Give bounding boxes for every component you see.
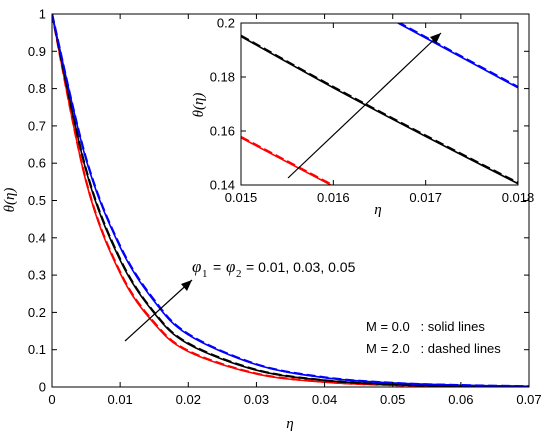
inset-curves <box>241 23 518 185</box>
main-y-tick-label: 0.4 <box>28 230 46 245</box>
inset-y-axis: 0.14 0.16 0.18 0.2 <box>210 16 518 193</box>
inset-series-3 <box>241 34 518 184</box>
inset-x-axis: 0.015 0.016 0.017 0.018 <box>225 23 535 205</box>
main-x-tick-label: 0 <box>48 392 55 407</box>
phi-values: = 0.01, 0.03, 0.05 <box>246 259 356 275</box>
inset-x-tick-label: 0.017 <box>409 190 442 205</box>
inset-x-axis-label: η <box>374 202 381 218</box>
phi-1-subscript: 1 <box>202 268 208 280</box>
main-y-tick-label: 0.1 <box>28 342 46 357</box>
inset-y-tick-label: 0.2 <box>217 16 235 31</box>
inset-series-5 <box>397 23 518 88</box>
main-y-tick-label: 0.6 <box>28 156 46 171</box>
phi-2-symbol: φ <box>226 257 235 276</box>
main-y-tick-label: 1 <box>39 7 46 22</box>
inset-y-tick-label: 0.16 <box>210 124 235 139</box>
inset-y-axis-label: θ(η) <box>191 93 207 118</box>
phi-annotation: φ 1 = φ 2 = 0.01, 0.03, 0.05 <box>192 257 356 280</box>
inset-series-1 <box>241 135 334 185</box>
inset-trend-arrow-line <box>287 32 442 179</box>
trend-arrow-line <box>124 279 193 342</box>
main-x-tick-label: 0.05 <box>380 392 405 407</box>
main-y-axis: 0 0.1 0.2 0.3 0.4 0.5 0.6 0.7 0.8 0.9 1 <box>28 7 529 395</box>
inset-plot: 0.015 0.016 0.017 0.018 0.14 0.16 0.18 0.2 η θ… <box>191 16 534 219</box>
main-y-tick-label: 0.5 <box>28 193 46 208</box>
main-x-tick-label: 0.03 <box>244 392 269 407</box>
inset-x-tick-label: 0.015 <box>225 190 258 205</box>
main-y-tick-label: 0.8 <box>28 81 46 96</box>
main-y-tick-label: 0.9 <box>28 44 46 59</box>
main-y-tick-label: 0.2 <box>28 305 46 320</box>
phi-1-symbol: φ <box>192 257 201 276</box>
inset-y-tick-label: 0.14 <box>210 178 235 193</box>
main-x-tick-label: 0.04 <box>312 392 337 407</box>
main-series-5 <box>52 14 529 387</box>
legend-dashed-lines: M = 2.0 : dashed lines <box>366 341 501 356</box>
main-y-tick-label: 0.3 <box>28 268 46 283</box>
phi-equals: = <box>213 259 221 275</box>
trend-arrow-head <box>181 280 192 291</box>
main-x-axis-label: η <box>286 416 293 432</box>
inset-y-tick-label: 0.18 <box>210 70 235 85</box>
main-x-tick-label: 0.06 <box>448 392 473 407</box>
main-curves <box>52 14 529 387</box>
inset-x-tick-label: 0.018 <box>502 190 535 205</box>
main-y-tick-label: 0.7 <box>28 118 46 133</box>
inset-plot-frame <box>240 22 519 186</box>
main-x-tick-label: 0.02 <box>176 392 201 407</box>
inset-trend-arrow-head <box>430 33 441 44</box>
legend-solid-lines: M = 0.0 : solid lines <box>366 319 485 334</box>
main-series-3 <box>52 14 529 387</box>
inset-plot-area <box>241 23 518 185</box>
main-y-tick-label: 0 <box>39 380 46 395</box>
main-x-axis: 0 0.01 0.02 0.03 0.04 0.05 0.06 0.07 <box>48 14 542 407</box>
phi-2-subscript: 2 <box>236 268 242 280</box>
main-x-tick-label: 0.01 <box>107 392 132 407</box>
main-y-axis-label: θ(η) <box>2 188 18 213</box>
inset-x-tick-label: 0.016 <box>317 190 350 205</box>
main-x-tick-label: 0.07 <box>516 392 541 407</box>
